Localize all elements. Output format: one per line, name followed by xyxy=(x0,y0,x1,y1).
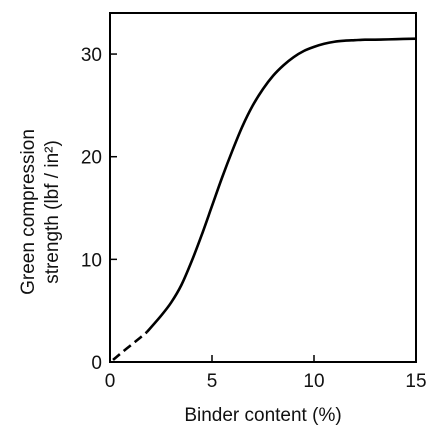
y-tick-label: 10 xyxy=(81,250,102,271)
x-axis-ticks: 0 5 10 15 xyxy=(105,355,427,392)
y-tick-label: 30 xyxy=(81,45,102,66)
x-tick-label: 15 xyxy=(405,371,426,392)
y-tick-label: 20 xyxy=(81,148,102,169)
y-axis-ticks: 0 10 20 30 xyxy=(81,45,117,374)
y-axis-title-line2: strength (lbf / in²) xyxy=(42,140,63,284)
y-tick-label: 0 xyxy=(91,353,102,374)
series-layer xyxy=(112,37,417,361)
x-tick-label: 0 xyxy=(105,371,116,392)
x-axis-title: Binder content (%) xyxy=(184,405,341,426)
curve-dashed-segment xyxy=(112,331,148,361)
y-axis-title: Green compression strength (lbf / in²) xyxy=(18,129,63,295)
x-tick-label: 5 xyxy=(207,371,218,392)
x-tick-label: 10 xyxy=(303,371,324,392)
curve-solid-segment xyxy=(145,37,417,334)
y-axis-title-line1: Green compression xyxy=(18,129,39,295)
plot-frame xyxy=(109,12,417,363)
